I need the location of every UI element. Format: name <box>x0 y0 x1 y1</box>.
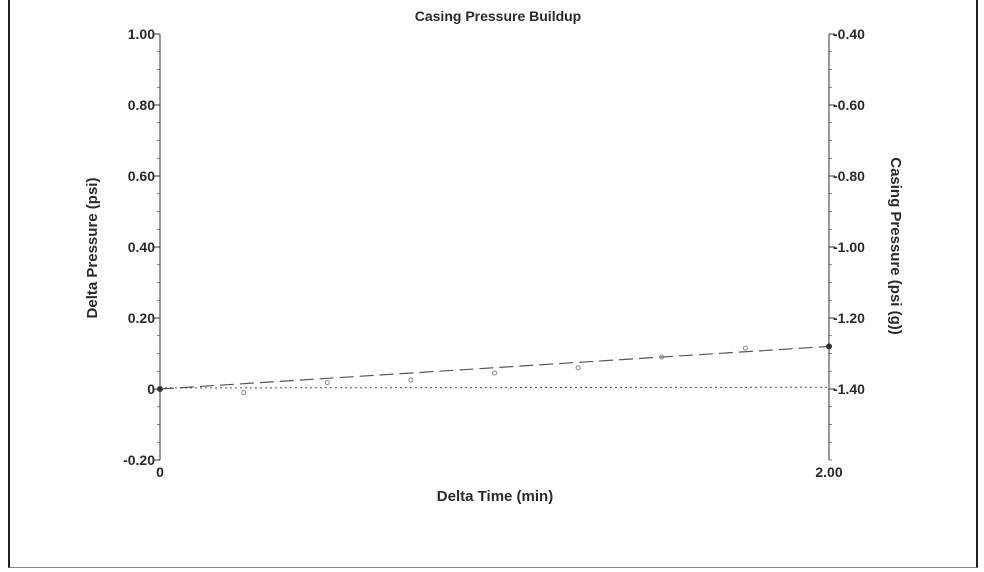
y2-tick-label: -1.20 <box>833 310 865 326</box>
x-axis-title: Delta Time (min) <box>437 488 553 505</box>
y-tick-label: -0.20 <box>123 452 155 468</box>
chart-frame <box>8 0 978 568</box>
y-tick-label: 0.20 <box>128 310 155 326</box>
y2-tick-label: -1.40 <box>833 381 865 397</box>
chart-title: Casing Pressure Buildup <box>415 8 581 24</box>
data-point <box>742 345 748 351</box>
y2-tick-label: -0.80 <box>833 168 865 184</box>
axes: -0.2000.200.400.600.801.00-1.40-1.20-1.0… <box>123 26 865 480</box>
data-point <box>324 380 330 386</box>
data-point <box>408 377 414 383</box>
data-point <box>492 370 497 376</box>
y-tick-label: 0.40 <box>128 239 155 255</box>
data-point <box>659 354 665 360</box>
data-point <box>575 365 581 371</box>
y2-tick-label: -1.00 <box>833 239 865 255</box>
data-marks <box>157 343 832 396</box>
data-point <box>157 386 163 392</box>
baseline <box>159 386 830 389</box>
data-point <box>826 343 832 350</box>
y-tick-label: 0 <box>147 381 155 397</box>
y-tick-label: 0.60 <box>128 168 155 184</box>
y-tick-label: 0.80 <box>128 97 155 113</box>
y-tick-label: 1.00 <box>128 26 155 42</box>
y2-axis-title: Casing Pressure (psi (g)) <box>887 157 904 335</box>
y2-tick-label: -0.60 <box>833 97 865 113</box>
y2-tick-label: -0.40 <box>833 26 865 42</box>
x-tick-label: 2.00 <box>815 464 842 480</box>
trend-line <box>159 345 830 390</box>
data-point <box>241 390 247 396</box>
x-tick-label: 0 <box>156 464 164 480</box>
y-axis-title: Delta Pressure (psi) <box>84 178 101 319</box>
